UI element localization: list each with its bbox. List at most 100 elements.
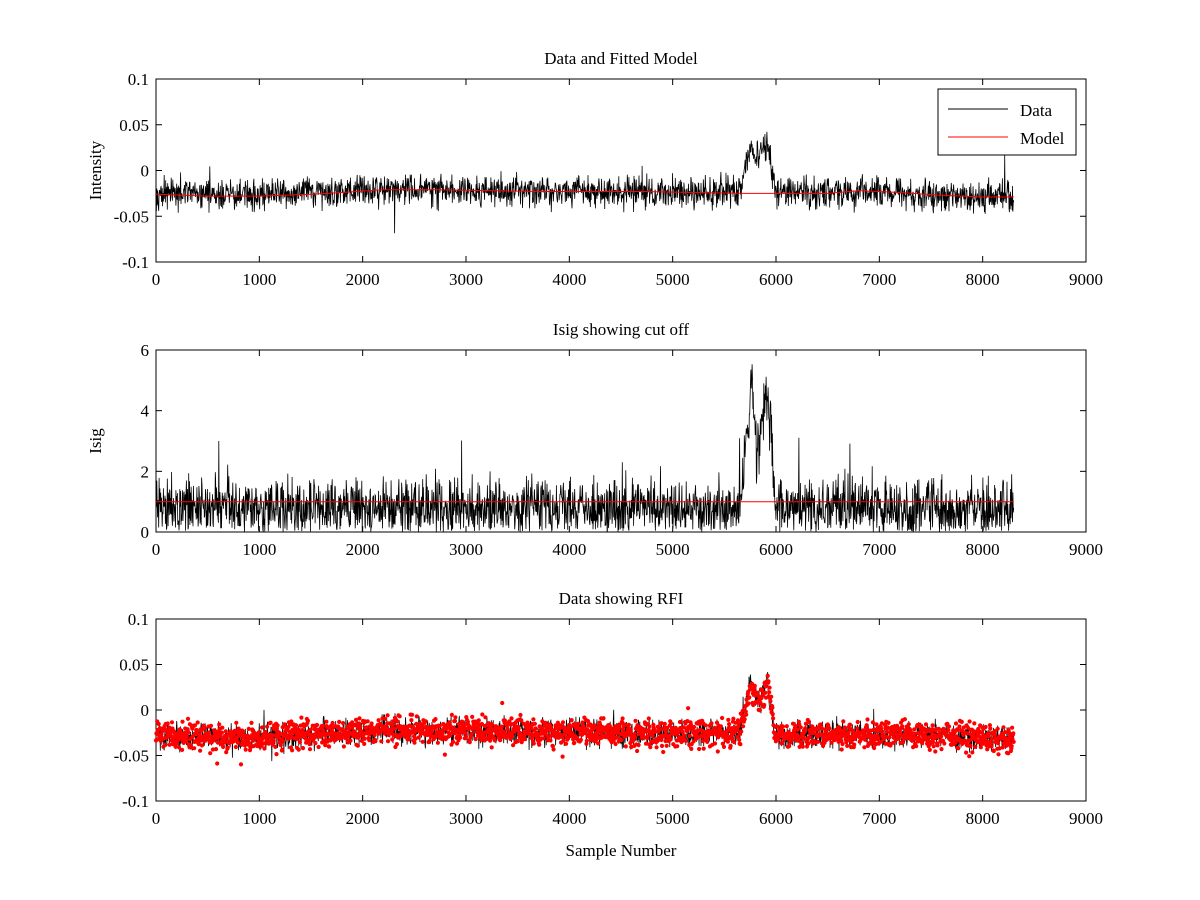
data-point xyxy=(394,742,399,747)
data-point xyxy=(846,731,851,736)
data-point xyxy=(268,720,273,725)
data-point xyxy=(995,726,1000,731)
data-point xyxy=(752,683,757,688)
data-point xyxy=(633,718,638,723)
data-point xyxy=(572,740,577,745)
data-point xyxy=(462,726,467,731)
data-point xyxy=(165,721,170,726)
data-point xyxy=(757,708,763,713)
chart-title: Data showing RFI xyxy=(559,589,684,608)
data-point xyxy=(770,705,775,710)
data-point xyxy=(697,746,702,752)
data-point xyxy=(865,717,870,722)
data-point xyxy=(898,731,903,736)
data-point xyxy=(946,728,951,733)
data-point xyxy=(596,741,601,746)
x-tick-label: 5000 xyxy=(656,270,690,289)
plot-area xyxy=(155,131,1015,234)
data-point xyxy=(967,719,972,724)
data-point xyxy=(942,741,947,746)
data-point xyxy=(330,720,335,726)
y-tick-label: -0.1 xyxy=(122,253,149,272)
data-point xyxy=(489,745,494,750)
data-point xyxy=(847,734,852,739)
data-point xyxy=(560,754,565,759)
data-point xyxy=(718,724,724,729)
data-point xyxy=(659,743,665,749)
data-point xyxy=(701,746,706,751)
data-point xyxy=(410,712,415,717)
data-point xyxy=(985,747,990,752)
y-tick-label: 0.05 xyxy=(119,116,149,135)
data-point xyxy=(986,733,991,739)
data-point xyxy=(213,747,219,752)
data-point xyxy=(186,730,191,735)
data-point xyxy=(864,733,869,739)
data-point xyxy=(429,729,435,734)
data-point xyxy=(435,740,440,745)
data-point xyxy=(208,751,213,756)
data-point xyxy=(223,729,228,734)
data-point xyxy=(597,720,602,725)
data-point xyxy=(811,730,816,735)
data-point xyxy=(308,727,313,732)
x-tick-label: 3000 xyxy=(449,540,483,559)
data-point xyxy=(206,730,212,735)
data-point xyxy=(874,722,879,727)
data-point xyxy=(620,727,626,732)
x-tick-label: 0 xyxy=(152,809,161,828)
series-2-markers xyxy=(153,673,1016,767)
data-point xyxy=(262,746,267,751)
data-point xyxy=(567,728,572,733)
data-point xyxy=(650,733,655,738)
data-point xyxy=(709,721,714,726)
data-point xyxy=(970,750,975,755)
data-point xyxy=(321,723,326,728)
data-point xyxy=(732,739,737,745)
data-point xyxy=(645,734,650,739)
data-point xyxy=(365,719,370,724)
data-point xyxy=(736,721,741,726)
data-point xyxy=(735,727,740,733)
data-point xyxy=(807,735,812,740)
data-point xyxy=(590,726,596,731)
y-tick-label: -0.05 xyxy=(114,747,149,766)
data-point xyxy=(489,722,495,727)
plot-area xyxy=(153,671,1016,767)
data-point xyxy=(744,712,749,717)
data-point xyxy=(799,740,804,746)
data-point xyxy=(463,734,468,739)
data-point xyxy=(661,749,666,755)
data-point xyxy=(532,721,538,726)
data-point xyxy=(762,702,767,708)
data-point xyxy=(452,718,458,724)
data-point xyxy=(383,716,388,722)
data-point xyxy=(289,719,294,724)
data-point xyxy=(515,739,520,744)
data-point xyxy=(409,718,414,723)
data-point xyxy=(726,717,731,723)
data-point xyxy=(416,735,421,740)
data-point xyxy=(341,721,346,726)
data-point xyxy=(531,717,536,722)
series-1-line xyxy=(155,364,1015,532)
data-point xyxy=(996,752,1001,757)
data-point xyxy=(299,715,304,720)
data-point xyxy=(996,741,1001,746)
data-point xyxy=(362,741,367,747)
y-tick-label: 4 xyxy=(141,402,150,421)
data-point xyxy=(372,732,377,738)
data-point xyxy=(280,747,285,752)
data-point xyxy=(454,741,460,746)
data-point xyxy=(795,727,800,732)
data-point xyxy=(243,747,248,752)
data-point xyxy=(741,724,746,729)
data-point xyxy=(1001,725,1006,730)
data-point xyxy=(886,720,891,726)
data-point xyxy=(964,750,969,755)
data-point xyxy=(767,690,772,695)
data-point xyxy=(827,726,832,731)
x-tick-label: 0 xyxy=(152,270,161,289)
data-point xyxy=(531,741,536,746)
x-tick-label: 9000 xyxy=(1069,809,1103,828)
